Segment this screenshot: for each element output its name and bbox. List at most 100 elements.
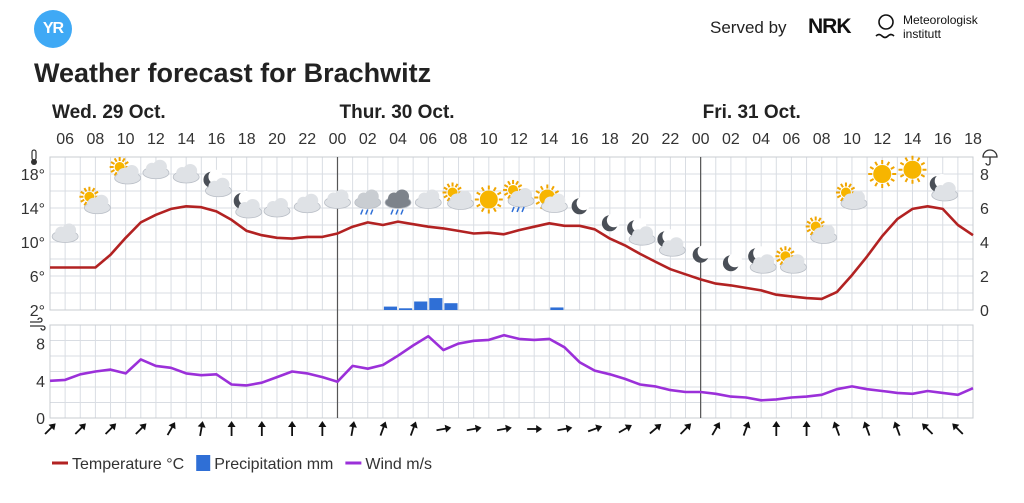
partly-sunny-icon [835,182,868,210]
sun-ray [124,161,129,165]
wind-arrow-icon [104,423,117,435]
sun-ray [443,186,448,191]
cloud-puff [152,159,167,174]
arrow-head [624,424,632,432]
sun-ray [890,166,895,170]
sun-ray [874,161,879,166]
arrow-head [832,421,840,429]
rain-cloud-icon [354,189,382,215]
sun-ray [840,197,844,202]
arrow-head [892,421,901,429]
cloud-shape [780,254,807,274]
cloud-icon [324,189,351,209]
sun-ray [110,169,115,173]
arrow-head [197,421,206,428]
umbrella-handle [985,157,991,166]
hour-label: 18 [601,131,619,148]
sun-ray [916,177,921,183]
wind-arrow-icon [802,421,811,436]
rain-shape [390,209,404,215]
hour-label: 08 [450,131,468,148]
sun-ray [836,186,842,191]
arrow-head [379,421,388,429]
sun-ray [496,203,502,208]
cloud-puff [820,224,835,239]
wind-arrow-icon [921,423,934,435]
sun-ray [492,207,497,213]
wind-arrow-icon [587,424,603,433]
arrow-head [78,423,86,431]
sun-disc [873,165,892,183]
met-institute-logo[interactable]: Meteorologisk institutt [903,13,978,41]
cloud-icon [172,164,200,184]
sun-ray [806,228,811,233]
precip-tick-label: 8 [980,167,989,184]
cloud-shape [384,189,412,209]
wind-arrow-icon [832,421,841,436]
cloud-puff [364,189,379,204]
arrow-head [802,421,811,427]
cloud-shape [628,226,656,246]
thermometer-stem [31,149,37,161]
yr-logo[interactable]: YR [34,10,72,48]
sun-ray [480,207,485,213]
cloud-puff [334,189,349,204]
arrow-head [505,424,512,433]
arrow-head [109,423,117,431]
day-label: Fri. 31 Oct. [703,102,801,123]
thermometer-bulb [31,159,37,165]
wind-series [49,333,974,402]
precipitation-bars [383,298,564,310]
sun-ray [535,201,541,205]
sun-icon [868,160,897,188]
partly-sunny-icon [109,157,142,185]
raindrop [400,209,404,215]
precip-bar [414,301,428,310]
hour-label: 02 [722,131,740,148]
raindrop [511,206,515,213]
sun-ray [809,217,814,222]
moon-icon [571,196,591,215]
cloud-shape [205,177,232,198]
arrow-head [257,421,266,427]
arrow-head [713,422,721,430]
arrow-head [772,421,781,427]
moon-cut [697,244,712,259]
wind-arrow-icon [227,421,236,436]
sun-ray [874,182,879,187]
arrow-head [565,424,573,433]
sun-ray [899,173,905,178]
cloud-puff [183,164,198,178]
sun-ray [80,190,85,195]
arrow-head [318,421,327,427]
sun-ray [904,177,909,183]
wind-arrow-icon [349,421,357,437]
cloud-puff [304,193,319,208]
nrk-logo[interactable]: NRK [808,15,851,38]
hour-label: 00 [692,131,710,148]
cloud-shape [293,193,321,214]
sun-ray [80,198,85,203]
weather-icons [51,155,959,274]
wind-arrow-icon [257,421,266,436]
wind-icon-strokes [30,317,46,331]
wind-arrow-icon [711,422,721,436]
hour-label: 16 [208,131,226,148]
partly-cloudy-night-icon [748,246,777,274]
cloud-shape [172,164,200,184]
cloud-puff [62,223,77,238]
precip-bar [550,307,564,310]
cloud-shape [114,165,142,185]
cloud-shape [810,224,838,244]
rain-shape [360,209,374,215]
hour-labels: 06 08 10 12 14 16 18 20 22 00 02 04 06 08 10 12 14 16 18 20… [56,131,982,148]
partly-sunny-icon [79,186,111,215]
sun-ray [507,194,511,200]
hour-label: 06 [783,131,801,148]
temp-tick-label: 18° [21,167,45,184]
sun-ray [476,203,481,208]
cloud-puff [245,199,260,213]
hour-label: 22 [661,131,679,148]
arrow-head [288,421,297,427]
cloud-icon [414,189,442,209]
